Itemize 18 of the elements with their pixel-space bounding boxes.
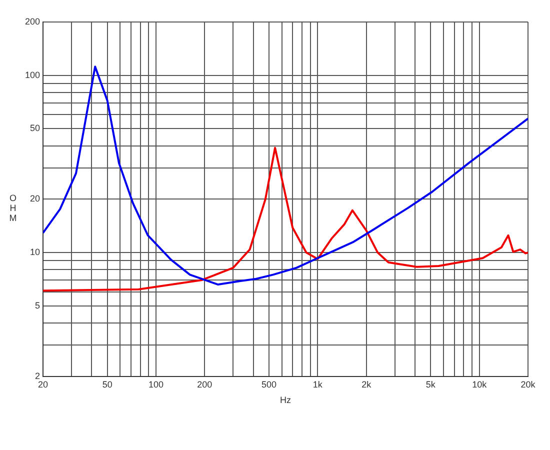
y-axis-title: OHM — [8, 193, 18, 223]
y-tick-label: 20 — [30, 194, 40, 204]
y-tick-label: 10 — [30, 247, 40, 258]
y-tick-label: 100 — [24, 70, 40, 80]
y-tick-label: 50 — [30, 123, 40, 134]
x-tick-label: 5k — [426, 379, 436, 390]
x-axis-title: Hz — [280, 395, 292, 406]
y-tick-label: 2 — [35, 370, 40, 381]
x-tick-label: 100 — [148, 379, 164, 390]
y-tick-label: 5 — [35, 300, 40, 310]
x-tick-label: 500 — [261, 379, 277, 390]
x-tick-label: 10k — [472, 379, 488, 390]
x-tick-label: 20k — [520, 379, 536, 390]
x-tick-label: 1k — [312, 379, 323, 390]
x-tick-label: 200 — [197, 379, 212, 390]
y-tick-label: 200 — [24, 16, 40, 26]
x-tick-label: 50 — [102, 379, 112, 390]
x-tick-label: 2k — [362, 379, 372, 390]
